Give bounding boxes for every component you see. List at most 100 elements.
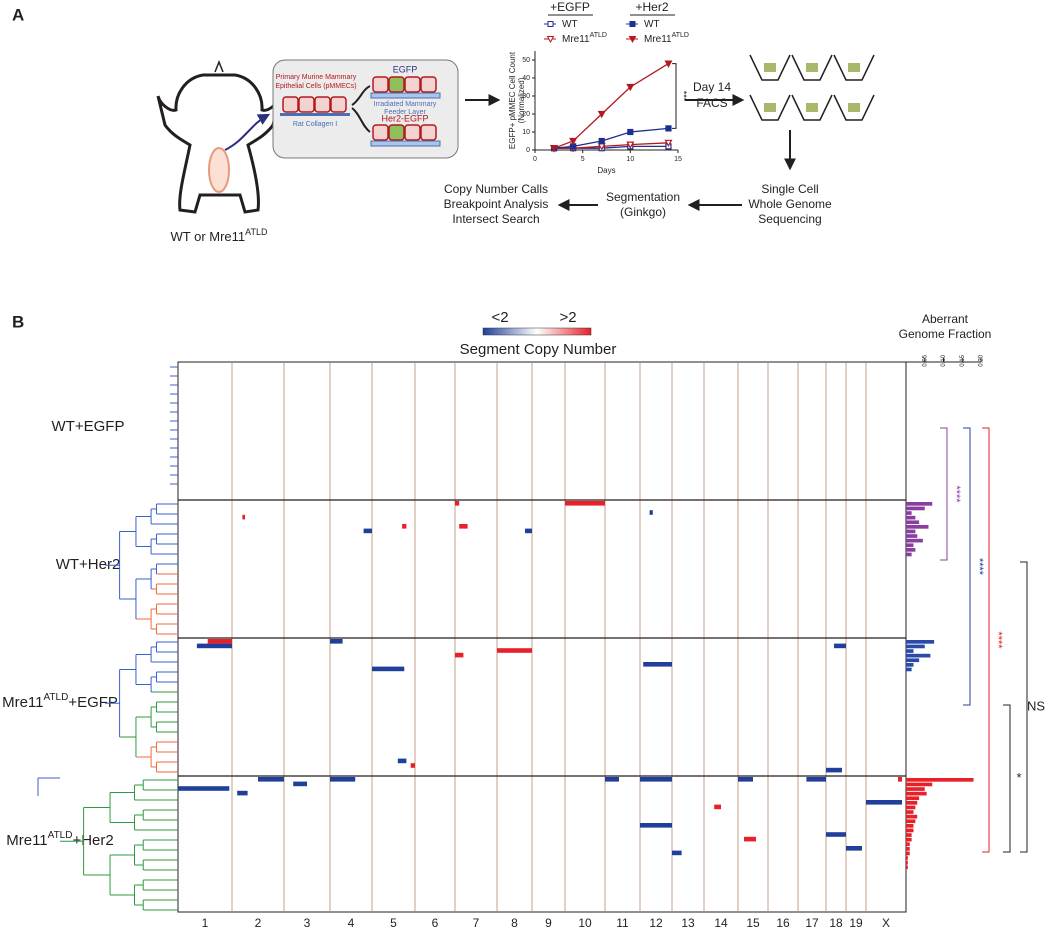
culture-text: Primary Murine Mammary	[276, 74, 357, 81]
group-label: WT+Her2	[56, 556, 121, 573]
fraction-bar	[906, 796, 920, 801]
fraction-bar	[906, 552, 912, 557]
cn-segment	[714, 804, 721, 810]
cn-segment	[525, 528, 532, 534]
point	[665, 125, 672, 132]
fraction-bar	[906, 782, 933, 787]
legend-text: >2	[559, 309, 576, 326]
fraction-bar	[906, 525, 929, 529]
fraction-bar	[906, 847, 910, 851]
flow-text: (Ginkgo)	[620, 205, 666, 219]
point	[550, 145, 559, 153]
legend-name: WT	[562, 19, 578, 30]
cn-segment	[178, 786, 230, 791]
comparison-label: ****	[992, 631, 1004, 649]
fraction-bar	[906, 506, 925, 511]
cn-segment	[258, 777, 284, 782]
cn-segment	[565, 501, 605, 506]
fraction-tick-label: 0.05	[922, 354, 928, 366]
chromosome-label: 19	[849, 916, 863, 930]
group-name: WT+Her2	[56, 556, 121, 573]
fraction-bar	[906, 810, 914, 814]
mouse-illustration	[156, 59, 282, 214]
point	[627, 128, 634, 136]
comparison-bracket	[1020, 561, 1028, 853]
flow-text: Sequencing	[758, 212, 821, 226]
fraction-bar	[906, 649, 914, 653]
cn-segment	[330, 777, 356, 782]
fraction-bar	[906, 856, 908, 860]
cn-segment	[455, 652, 464, 658]
cn-segment	[640, 823, 672, 828]
cn-segment	[649, 510, 653, 515]
comparison-bracket	[940, 427, 948, 561]
legend-name: Mre11	[562, 34, 590, 45]
fraction-tick-label: 0.20	[979, 354, 985, 366]
cn-segment	[372, 666, 405, 672]
group-label: Mre11ATLD+EGFP	[2, 692, 118, 711]
y-tick-label: 30	[522, 93, 530, 100]
fraction-bar	[906, 663, 914, 667]
point	[626, 141, 635, 149]
legend-sup: ATLD	[672, 32, 689, 39]
chromosome-label: 15	[746, 916, 760, 930]
cn-segment	[643, 662, 672, 667]
culture-text: Her2-EGFP	[381, 113, 428, 123]
comparison-bracket	[982, 427, 990, 853]
cn-segment	[846, 846, 862, 851]
axis	[534, 51, 678, 151]
chromosome-label: 7	[473, 916, 480, 930]
fraction-bar	[906, 851, 910, 856]
chromosome-label: 6	[432, 916, 439, 930]
chromosome-label: 11	[616, 916, 629, 930]
legend-sup: ATLD	[590, 32, 607, 39]
fraction-title: Aberrant	[922, 312, 969, 326]
cn-segment	[455, 501, 460, 506]
group-label: WT+EGFP	[52, 418, 125, 435]
cn-segment	[834, 643, 846, 649]
group-suffix: +Her2	[72, 832, 113, 849]
panel-label: B	[12, 312, 24, 331]
fraction-tick-label: 0.15	[960, 354, 966, 366]
fraction-bar	[906, 837, 912, 842]
chromosome-label: 5	[390, 916, 397, 930]
comparison-label: ****	[950, 485, 962, 503]
group-sup: ATLD	[48, 830, 73, 841]
y-tick-label: 40	[522, 75, 530, 82]
cn-segment	[293, 781, 307, 787]
y-tick-label: 50	[522, 57, 530, 64]
chromosome-label: 4	[348, 916, 355, 930]
flow-text: Breakpoint Analysis	[444, 197, 549, 211]
fraction-bar	[906, 548, 916, 552]
cn-segment	[744, 836, 756, 842]
legend-name: WT	[644, 19, 660, 30]
flow-arrows	[465, 94, 796, 211]
series-line	[553, 63, 669, 149]
cn-segment	[672, 850, 682, 856]
culture-text: Feeder Layer	[384, 109, 426, 116]
flow-text: Segmentation	[606, 190, 680, 204]
fraction-bar	[906, 791, 927, 796]
point	[626, 83, 635, 92]
comparison-label: NS	[1027, 698, 1045, 713]
fraction-bar	[906, 787, 925, 791]
flow-text: Whole Genome	[748, 197, 832, 211]
cn-segment	[207, 639, 232, 644]
legend-symbol	[547, 21, 554, 27]
x-tick-label: 0	[533, 156, 537, 163]
fraction-bar	[906, 658, 920, 663]
cn-segment	[738, 777, 753, 782]
chromosome-label: 18	[829, 916, 843, 930]
fraction-bar	[906, 543, 914, 548]
point	[597, 110, 606, 119]
cn-segment	[242, 514, 245, 520]
mouse-label: WT or Mre11ATLD	[171, 227, 268, 244]
wells	[749, 54, 875, 121]
culture-text: Rat Collagen I	[293, 121, 337, 128]
fraction-bar	[906, 529, 916, 534]
fraction-bar	[906, 778, 974, 782]
cn-segment	[898, 777, 902, 782]
fraction-bar	[906, 833, 912, 837]
